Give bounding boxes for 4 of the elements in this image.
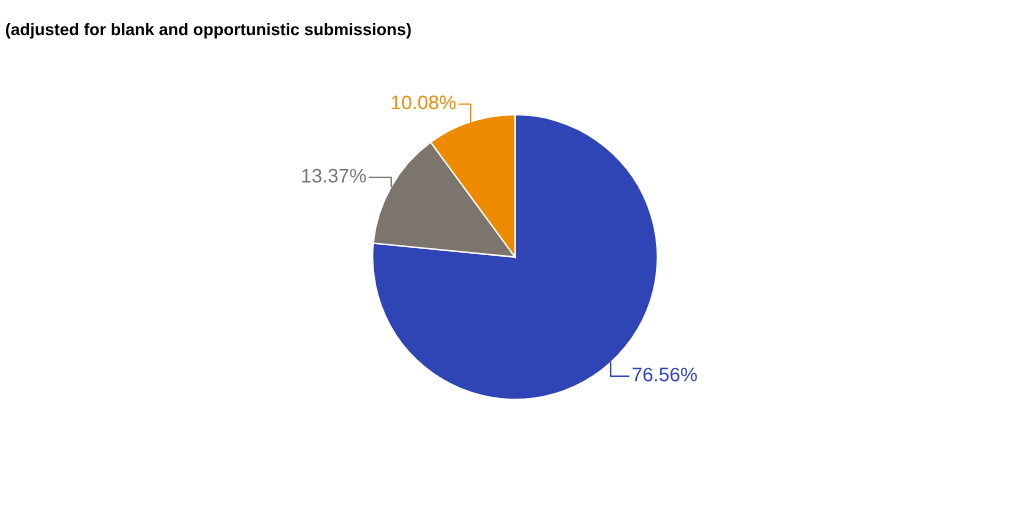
chart-subtitle: (adjusted for blank and opportunistic submissions) <box>5 23 411 39</box>
data-label: 13.37% <box>302 168 366 183</box>
data-label: 10.08% <box>391 95 456 110</box>
data-label: 76.56% <box>632 367 697 382</box>
